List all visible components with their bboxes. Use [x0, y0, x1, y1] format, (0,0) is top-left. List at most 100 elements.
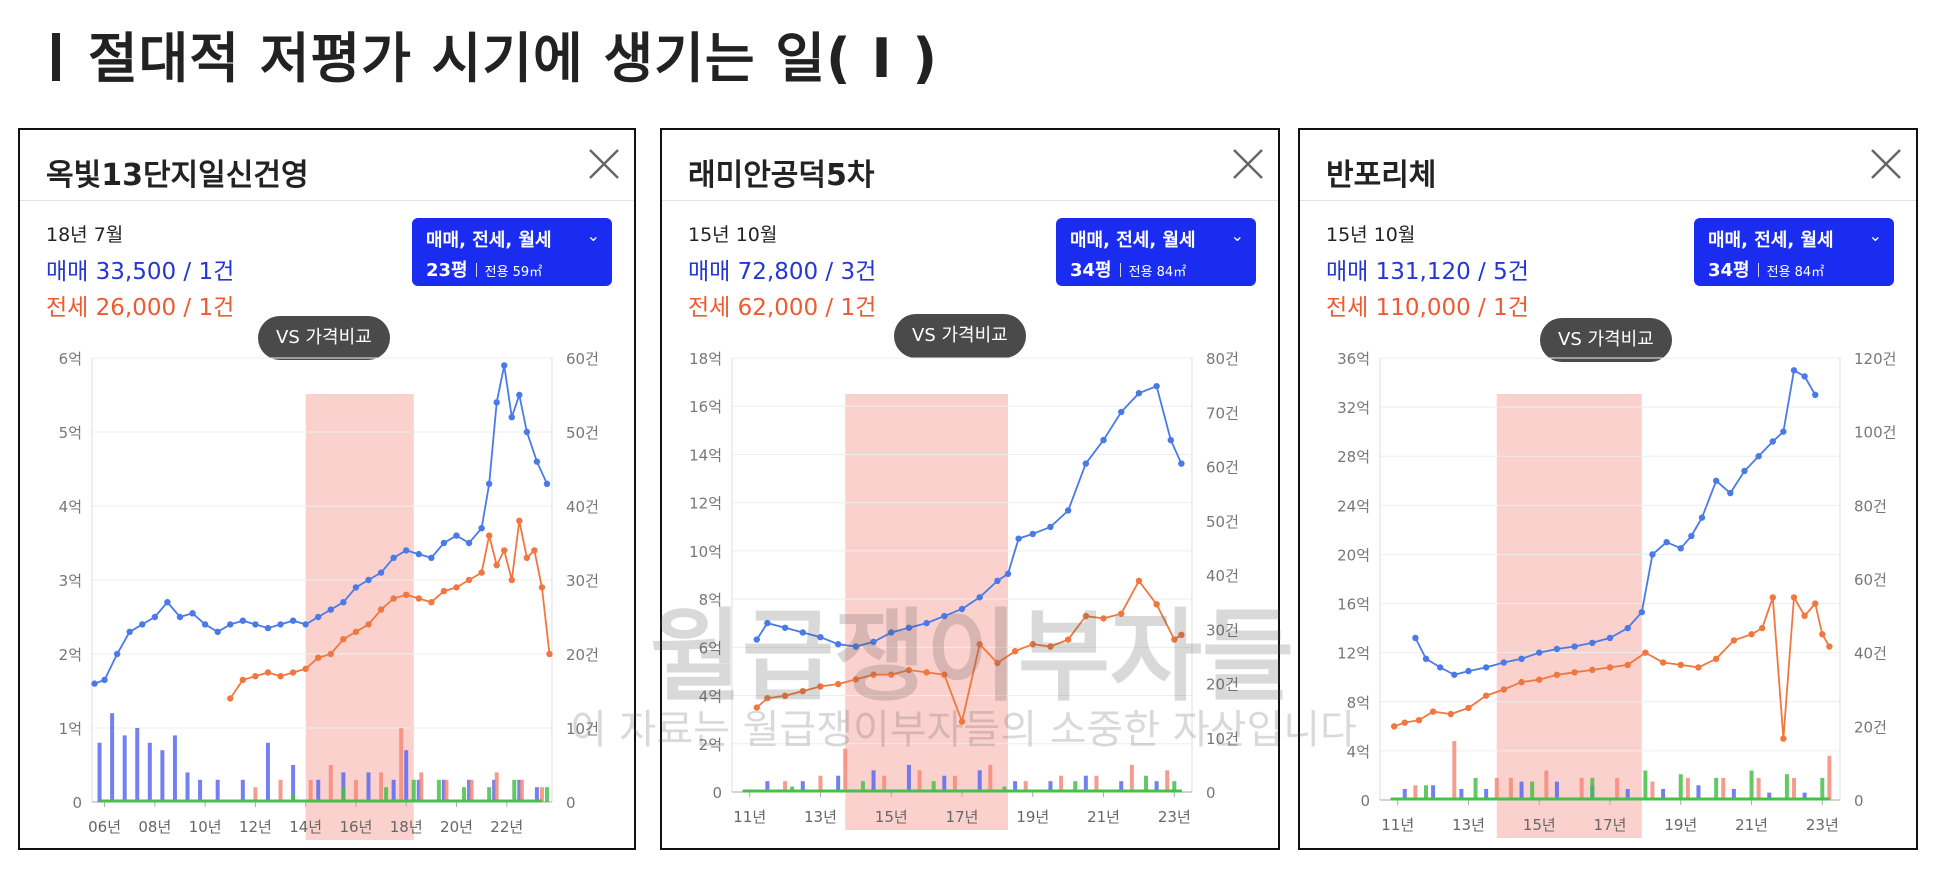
data-point: [1688, 532, 1695, 540]
data-point: [546, 650, 553, 658]
data-point: [1780, 428, 1787, 435]
price-chart: 0 1억 2억 3억 4억 5억 6억 0 10건 20건 30건 40건 50건 60건 06년 08년 10…: [59, 350, 599, 840]
data-point: [1741, 467, 1748, 475]
data-point: [1819, 631, 1826, 638]
volume-bar: [253, 787, 258, 802]
data-point: [1167, 436, 1174, 444]
data-point: [764, 619, 771, 627]
card-header: 옥빛13단지일신건영: [20, 130, 634, 201]
y-tick-label: 0: [1360, 792, 1370, 810]
data-point: [415, 595, 422, 602]
data-point: [1135, 577, 1143, 585]
close-icon[interactable]: [586, 146, 622, 182]
price-chart: 0 4억 8억 12억 16억 20억 24억 28억 32억 36억 0 20건 40건 60건 80건 1…: [1337, 350, 1896, 838]
data-point: [189, 610, 196, 617]
slide-title: 절대적 저평가 시기에 생기는 일( Ⅰ ): [52, 14, 938, 93]
apartment-name: 반포리체: [1326, 158, 1437, 193]
pyeong-value: 34평: [1070, 260, 1112, 281]
y2-tick-label: 30건: [1206, 621, 1239, 639]
data-point: [523, 554, 531, 561]
volume-bar: [122, 735, 127, 802]
volume-bar: [1013, 781, 1018, 792]
sale-price-line: [94, 365, 548, 685]
y2-tick-label: 60건: [1206, 459, 1239, 477]
data-point: [994, 659, 1001, 667]
apartment-card-3: 반포리체 15년 10월 매매 131,120 / 5건 전세 110,000 …: [1298, 128, 1918, 850]
volume-bar: [1661, 788, 1666, 800]
apartment-card-2: 래미안공덕5차 15년 10월 매매 72,800 / 3건 전세 62,000…: [660, 128, 1280, 850]
close-icon[interactable]: [1868, 146, 1904, 182]
x-tick-label: 23년: [1158, 808, 1191, 826]
data-point: [415, 550, 422, 558]
volume-bar: [544, 787, 549, 802]
data-point: [377, 606, 385, 613]
volume-bar: [512, 779, 517, 802]
data-point: [817, 683, 824, 690]
volume-bar: [1144, 775, 1148, 792]
volume-bar: [160, 750, 165, 802]
close-icon[interactable]: [1230, 146, 1266, 182]
volume-bar: [1554, 781, 1559, 800]
y-tick-label: 0: [712, 784, 722, 802]
volume-bar: [800, 781, 805, 792]
volume-bar: [1002, 786, 1007, 792]
y-tick-label: 6억: [699, 639, 722, 657]
data-point: [327, 606, 334, 613]
volume-bar: [952, 775, 957, 792]
data-point: [905, 624, 913, 631]
data-point: [428, 599, 435, 606]
data-point: [531, 547, 538, 554]
y2-tick-label: 10건: [1206, 730, 1239, 748]
trade-type-dropdown[interactable]: 매매, 전세, 월세 ⌄ 34평 전용 84㎡: [1694, 218, 1894, 286]
data-point: [485, 532, 493, 539]
data-point: [888, 671, 895, 678]
volume-bar: [419, 772, 424, 802]
sale-price: 매매 72,800 / 3건: [688, 259, 877, 285]
data-point: [1178, 460, 1185, 467]
y2-tick-label: 60건: [1854, 571, 1887, 589]
data-point: [440, 587, 448, 595]
data-point: [1758, 624, 1766, 632]
trade-type-dropdown[interactable]: 매매, 전세, 월세 ⌄ 23평 전용 59㎡: [412, 218, 612, 286]
data-point: [1412, 634, 1419, 642]
volume-bar: [1731, 788, 1736, 800]
data-point: [264, 624, 272, 632]
data-point: [976, 594, 983, 601]
data-point: [523, 428, 531, 436]
volume-bar: [1714, 777, 1719, 800]
data-point: [1447, 710, 1454, 718]
volume-bar: [379, 772, 384, 802]
data-point: [958, 718, 966, 725]
data-point: [817, 633, 824, 641]
vs-compare-button[interactable]: VS 가격비교: [1540, 318, 1672, 362]
data-point: [834, 641, 842, 648]
data-point: [465, 576, 473, 584]
x-tick-label: 08년: [138, 818, 171, 836]
apartment-card-1: 옥빛13단지일신건영 18년 7월 매매 33,500 / 1건 전세 26,0…: [18, 128, 636, 850]
data-point: [1082, 460, 1090, 467]
chevron-down-icon: ⌄: [1230, 226, 1244, 245]
dropdown-label: 매매, 전세, 월세: [1070, 230, 1196, 251]
data-point: [252, 621, 259, 628]
data-point: [1695, 664, 1702, 671]
title-bar: [52, 33, 60, 81]
data-point: [1482, 664, 1490, 671]
vs-compare-button[interactable]: VS 가격비교: [258, 316, 390, 360]
volume-bar: [1590, 777, 1595, 800]
trade-type-dropdown[interactable]: 매매, 전세, 월세 ⌄ 34평 전용 84㎡: [1056, 218, 1256, 286]
data-point: [1100, 436, 1107, 444]
data-point: [799, 687, 806, 695]
data-point: [302, 621, 309, 628]
data-point: [239, 676, 247, 684]
vs-compare-button[interactable]: VS 가격비교: [894, 314, 1026, 358]
data-point: [923, 669, 930, 676]
volume-bar: [1129, 764, 1134, 792]
data-point: [1571, 669, 1578, 676]
area-value: 전용 84㎡: [1128, 265, 1187, 280]
data-point: [1649, 551, 1656, 558]
y-tick-label: 16억: [689, 398, 722, 416]
volume-bar: [1615, 777, 1620, 800]
data-point: [239, 617, 247, 624]
volume-bar: [843, 748, 848, 792]
data-point: [852, 643, 860, 650]
